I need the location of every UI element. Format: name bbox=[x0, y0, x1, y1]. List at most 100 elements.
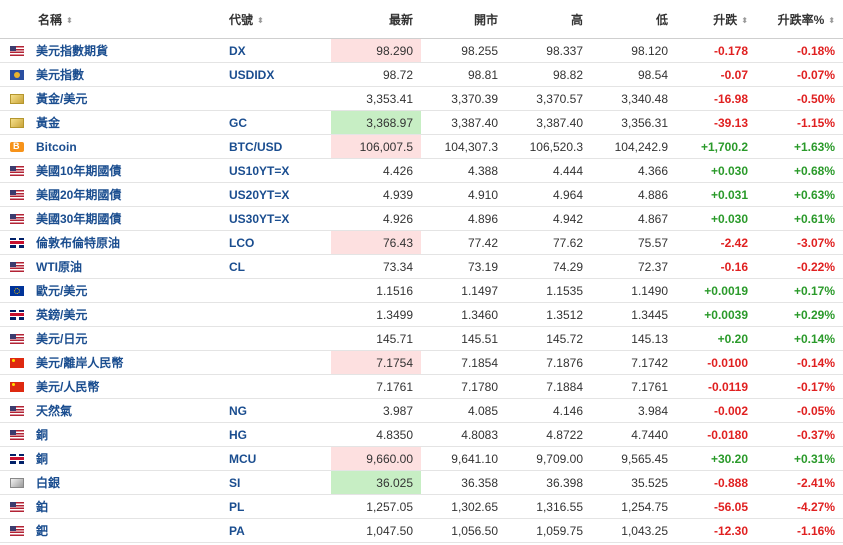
sort-arrows-icon[interactable]: ⬍ bbox=[828, 15, 835, 25]
sort-arrows-icon[interactable]: ⬍ bbox=[741, 15, 748, 25]
instrument-name-link[interactable]: 美元/日元 bbox=[36, 332, 88, 346]
cell-last: 1.1516 bbox=[331, 278, 421, 303]
table-row[interactable]: 美元/日元 145.71 145.51 145.72 145.13 +0.20 +0.14% bbox=[0, 326, 843, 351]
instrument-code-link[interactable]: LCO bbox=[229, 235, 255, 250]
table-row[interactable]: 美國10年期國債 US10YT=X 4.426 4.388 4.444 4.366 +0.0… bbox=[0, 158, 843, 183]
instrument-code-link[interactable]: US30YT=X bbox=[229, 211, 290, 226]
instrument-name-link[interactable]: 美元指數期貨 bbox=[36, 44, 109, 58]
instrument-name-link[interactable]: 美元/離岸人民幣 bbox=[36, 356, 124, 370]
instrument-code-link[interactable]: HG bbox=[229, 427, 247, 442]
cell-open: 36.358 bbox=[421, 470, 506, 495]
table-row[interactable]: 鈀 PA 1,047.50 1,056.50 1,059.75 1,043.25 -12.3… bbox=[0, 518, 843, 543]
cell-change: +0.0039 bbox=[676, 302, 756, 327]
table-row[interactable]: 天然氣 NG 3.987 4.085 4.146 3.984 -0.002 -0.05% bbox=[0, 398, 843, 423]
cell-low: 9,565.45 bbox=[591, 446, 676, 471]
cell-last: 7.1761 bbox=[331, 374, 421, 399]
cell-last: 1,047.50 bbox=[331, 518, 421, 543]
cell-low: 3.984 bbox=[591, 398, 676, 423]
cell-open: 1.3460 bbox=[421, 302, 506, 327]
cell-pct: +0.17% bbox=[756, 278, 843, 303]
table-row[interactable]: 美元指數期貨 DX 98.290 98.255 98.337 98.120 -0.178 -0… bbox=[0, 38, 843, 63]
cell-low: 72.37 bbox=[591, 254, 676, 279]
instrument-code-link[interactable]: DX bbox=[229, 43, 246, 58]
cell-pct: +0.29% bbox=[756, 302, 843, 327]
instrument-name-link[interactable]: 美國20年期國債 bbox=[36, 188, 122, 202]
instrument-name-link[interactable]: 美元/人民幣 bbox=[36, 380, 100, 394]
instrument-name-link[interactable]: 黃金 bbox=[36, 116, 61, 130]
instrument-name-link[interactable]: 鈀 bbox=[36, 524, 49, 538]
instrument-code-link[interactable]: PA bbox=[229, 523, 245, 538]
table-row[interactable]: 美元指數 USDIDX 98.72 98.81 98.82 98.54 -0.07 -0.07… bbox=[0, 62, 843, 87]
instrument-name-link[interactable]: 銅 bbox=[36, 452, 49, 466]
instrument-code-link[interactable]: MCU bbox=[229, 451, 257, 466]
cell-change: -0.178 bbox=[676, 38, 756, 63]
table-row[interactable]: 美元/人民幣 7.1761 7.1780 7.1884 7.1761 -0.0119 -0.… bbox=[0, 374, 843, 399]
instrument-name-link[interactable]: 英鎊/美元 bbox=[36, 308, 88, 322]
table-row[interactable]: 歐元/美元 1.1516 1.1497 1.1535 1.1490 +0.0019 +0.1… bbox=[0, 278, 843, 303]
col-header-code[interactable]: 代號 ⬍ bbox=[223, 0, 331, 39]
cell-high: 3,387.40 bbox=[506, 110, 591, 135]
instrument-code-link[interactable]: USDIDX bbox=[229, 67, 275, 82]
cell-high: 4.8722 bbox=[506, 422, 591, 447]
cell-last: 4.926 bbox=[331, 206, 421, 231]
instrument-name-link[interactable]: 倫敦布倫特原油 bbox=[36, 236, 121, 250]
col-header-low[interactable]: 低 bbox=[591, 0, 676, 39]
cell-code: US10YT=X bbox=[223, 158, 331, 183]
instrument-name-link[interactable]: 銅 bbox=[36, 428, 49, 442]
cell-high: 106,520.3 bbox=[506, 134, 591, 159]
table-row[interactable]: WTI原油 CL 73.34 73.19 74.29 72.37 -0.16 -0.22% bbox=[0, 254, 843, 279]
us-flag-icon bbox=[10, 333, 24, 344]
instrument-name-link[interactable]: 美國10年期國債 bbox=[36, 164, 122, 178]
col-header-change-pct[interactable]: 升跌率% ⬍ bbox=[756, 0, 843, 39]
instrument-code-link[interactable]: BTC/USD bbox=[229, 139, 283, 154]
cell-high: 3,370.57 bbox=[506, 86, 591, 111]
table-row[interactable]: 美元/離岸人民幣 7.1754 7.1854 7.1876 7.1742 -0.0100-… bbox=[0, 350, 843, 375]
cell-change: -0.07 bbox=[676, 62, 756, 87]
instrument-name-link[interactable]: Bitcoin bbox=[36, 139, 77, 154]
table-row[interactable]: 黃金 GC 3,368.97 3,387.40 3,387.40 3,356.31 -39.… bbox=[0, 110, 843, 135]
cell-pct: -4.27% bbox=[756, 494, 843, 519]
table-row[interactable]: 倫敦布倫特原油 LCO 76.43 77.42 77.62 75.57 -2.42 -3.07… bbox=[0, 230, 843, 255]
instrument-name-link[interactable]: 歐元/美元 bbox=[36, 284, 88, 298]
table-row[interactable]: 銅 MCU 9,660.00 9,641.10 9,709.00 9,565.45 +30.… bbox=[0, 446, 843, 471]
cell-pct: -3.07% bbox=[756, 230, 843, 255]
table-row[interactable]: 英鎊/美元 1.3499 1.3460 1.3512 1.3445 +0.0039 +0.2… bbox=[0, 302, 843, 327]
instrument-code-link[interactable]: CL bbox=[229, 259, 245, 274]
table-row[interactable]: 鉑 PL 1,257.05 1,302.65 1,316.55 1,254.75 -56.0… bbox=[0, 494, 843, 519]
instrument-name-link[interactable]: 美元指數 bbox=[36, 68, 85, 82]
sort-arrows-icon[interactable]: ⬍ bbox=[257, 15, 264, 25]
instrument-name-link[interactable]: 天然氣 bbox=[36, 404, 73, 418]
cn-flag-icon bbox=[10, 381, 24, 392]
cell-low: 4.7440 bbox=[591, 422, 676, 447]
col-header-last[interactable]: 最新 bbox=[331, 0, 421, 39]
table-row[interactable]: 銅 HG 4.8350 4.8083 4.8722 4.7440 -0.0180 -0.37% bbox=[0, 422, 843, 447]
cell-low: 7.1761 bbox=[591, 374, 676, 399]
instrument-code-link[interactable]: US20YT=X bbox=[229, 187, 290, 202]
us-flag-icon bbox=[10, 525, 24, 536]
instrument-name-link[interactable]: 黃金/美元 bbox=[36, 92, 88, 106]
cell-pct: +0.68% bbox=[756, 158, 843, 183]
instrument-code-link[interactable]: SI bbox=[229, 475, 241, 490]
col-header-change[interactable]: 升跌 ⬍ bbox=[676, 0, 756, 39]
instrument-name-link[interactable]: 白銀 bbox=[36, 476, 61, 490]
instrument-name-link[interactable]: 鉑 bbox=[36, 500, 49, 514]
col-header-open[interactable]: 開市 bbox=[421, 0, 506, 39]
table-row[interactable]: 黃金/美元 3,353.41 3,370.39 3,370.57 3,340.48 -16… bbox=[0, 86, 843, 111]
instrument-code-link[interactable]: PL bbox=[229, 499, 245, 514]
instrument-name-link[interactable]: WTI原油 bbox=[36, 260, 82, 274]
col-header-last-label: 最新 bbox=[388, 12, 413, 27]
instrument-code-link[interactable]: NG bbox=[229, 403, 247, 418]
instrument-code-link[interactable]: US10YT=X bbox=[229, 163, 290, 178]
table-row[interactable]: 白銀 SI 36.025 36.358 36.398 35.525 -0.888 -2.41% bbox=[0, 470, 843, 495]
table-row[interactable]: 美國30年期國債 US30YT=X 4.926 4.896 4.942 4.867 +0.0… bbox=[0, 206, 843, 231]
instrument-code-link[interactable]: GC bbox=[229, 115, 247, 130]
header-row: 名稱 ⬍ 代號 ⬍ 最新 開市 高 低 升跌 ⬍ 升跌率% ⬍ bbox=[0, 0, 843, 39]
col-header-name[interactable]: 名稱 ⬍ bbox=[0, 0, 223, 39]
table-row[interactable]: Bitcoin BTC/USD 106,007.5104,307.3106,520.… bbox=[0, 134, 843, 159]
sort-arrows-icon[interactable]: ⬍ bbox=[66, 15, 73, 25]
col-header-high[interactable]: 高 bbox=[506, 0, 591, 39]
table-row[interactable]: 美國20年期國債 US20YT=X 4.939 4.910 4.964 4.886 +0.0… bbox=[0, 182, 843, 207]
instrument-name-link[interactable]: 美國30年期國債 bbox=[36, 212, 122, 226]
cell-pct: -1.15% bbox=[756, 110, 843, 135]
